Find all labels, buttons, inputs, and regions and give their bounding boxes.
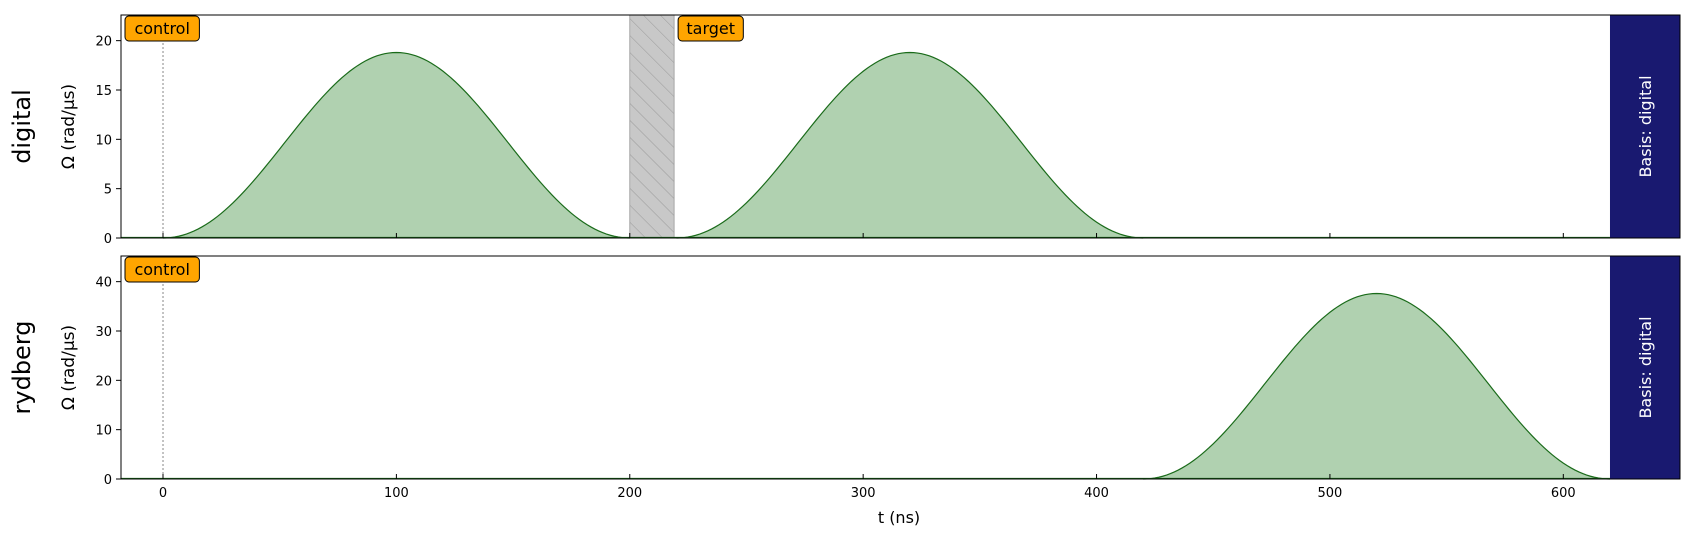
annotation-target: target [677, 15, 744, 42]
x-tick-label-400: 400 [1084, 486, 1109, 501]
y-tick-label-20: 20 [95, 374, 112, 389]
y-axis-label: Ω (rad/µs) [59, 325, 79, 410]
pulse-area-pulse_1 [163, 52, 630, 238]
y-tick-label-40: 40 [95, 276, 112, 291]
basis-band [1609, 15, 1680, 238]
pulse-line-pulse_1 [162, 51, 630, 239]
channel-label: digital [8, 89, 36, 164]
x-axis-label: t (ns) [878, 508, 920, 527]
x-tick-label-300: 300 [851, 486, 876, 501]
pulse-area-pulse_2 [676, 52, 1144, 238]
y-tick-label-10: 10 [95, 424, 112, 439]
axes-frame [120, 255, 1681, 480]
annotation-control: control [124, 15, 200, 42]
y-tick-label-15: 15 [95, 84, 112, 99]
annotation-text: target [686, 19, 735, 38]
pulse-line-pulse_2 [676, 51, 1144, 239]
x-tick-label-100: 100 [384, 486, 409, 501]
x-tick-label-200: 200 [617, 486, 642, 501]
delay-region [629, 14, 675, 239]
y-tick-label-30: 30 [95, 325, 112, 340]
y-tick-label-0: 0 [104, 473, 112, 488]
annotation-text: control [134, 19, 189, 38]
basis-label: Basis: digital [1636, 75, 1655, 177]
annotation-box [677, 15, 744, 42]
channel-panel-digital: Basis: digital 0 5 10 15 20 Ω (rad/µs) digital c… [8, 14, 1681, 247]
basis-label: Basis: digital [1636, 316, 1655, 418]
axes-frame [120, 14, 1681, 239]
pulse-area-pulse_1 [1143, 293, 1610, 479]
y-tick-label-10: 10 [95, 133, 112, 148]
annotation-box [124, 256, 200, 283]
y-tick-label-20: 20 [95, 35, 112, 50]
annotation-text: control [134, 260, 189, 279]
channel-label: rydberg [8, 321, 36, 415]
basis-band [1609, 256, 1680, 479]
x-tick-label-500: 500 [1318, 486, 1343, 501]
pulse-line-pulse_1 [1143, 292, 1611, 480]
annotation-box [124, 15, 200, 42]
x-tick-label-600: 600 [1551, 486, 1576, 501]
y-axis-label: Ω (rad/µs) [59, 84, 79, 169]
annotation-control: control [124, 256, 200, 283]
x-tick-label-0: 0 [159, 486, 167, 501]
y-tick-label-5: 5 [104, 183, 112, 198]
channel-panel-rydberg: Basis: digital 0 100 200 300 400 500 600 0 10 20 30… [8, 255, 1681, 501]
y-tick-label-0: 0 [104, 232, 112, 247]
